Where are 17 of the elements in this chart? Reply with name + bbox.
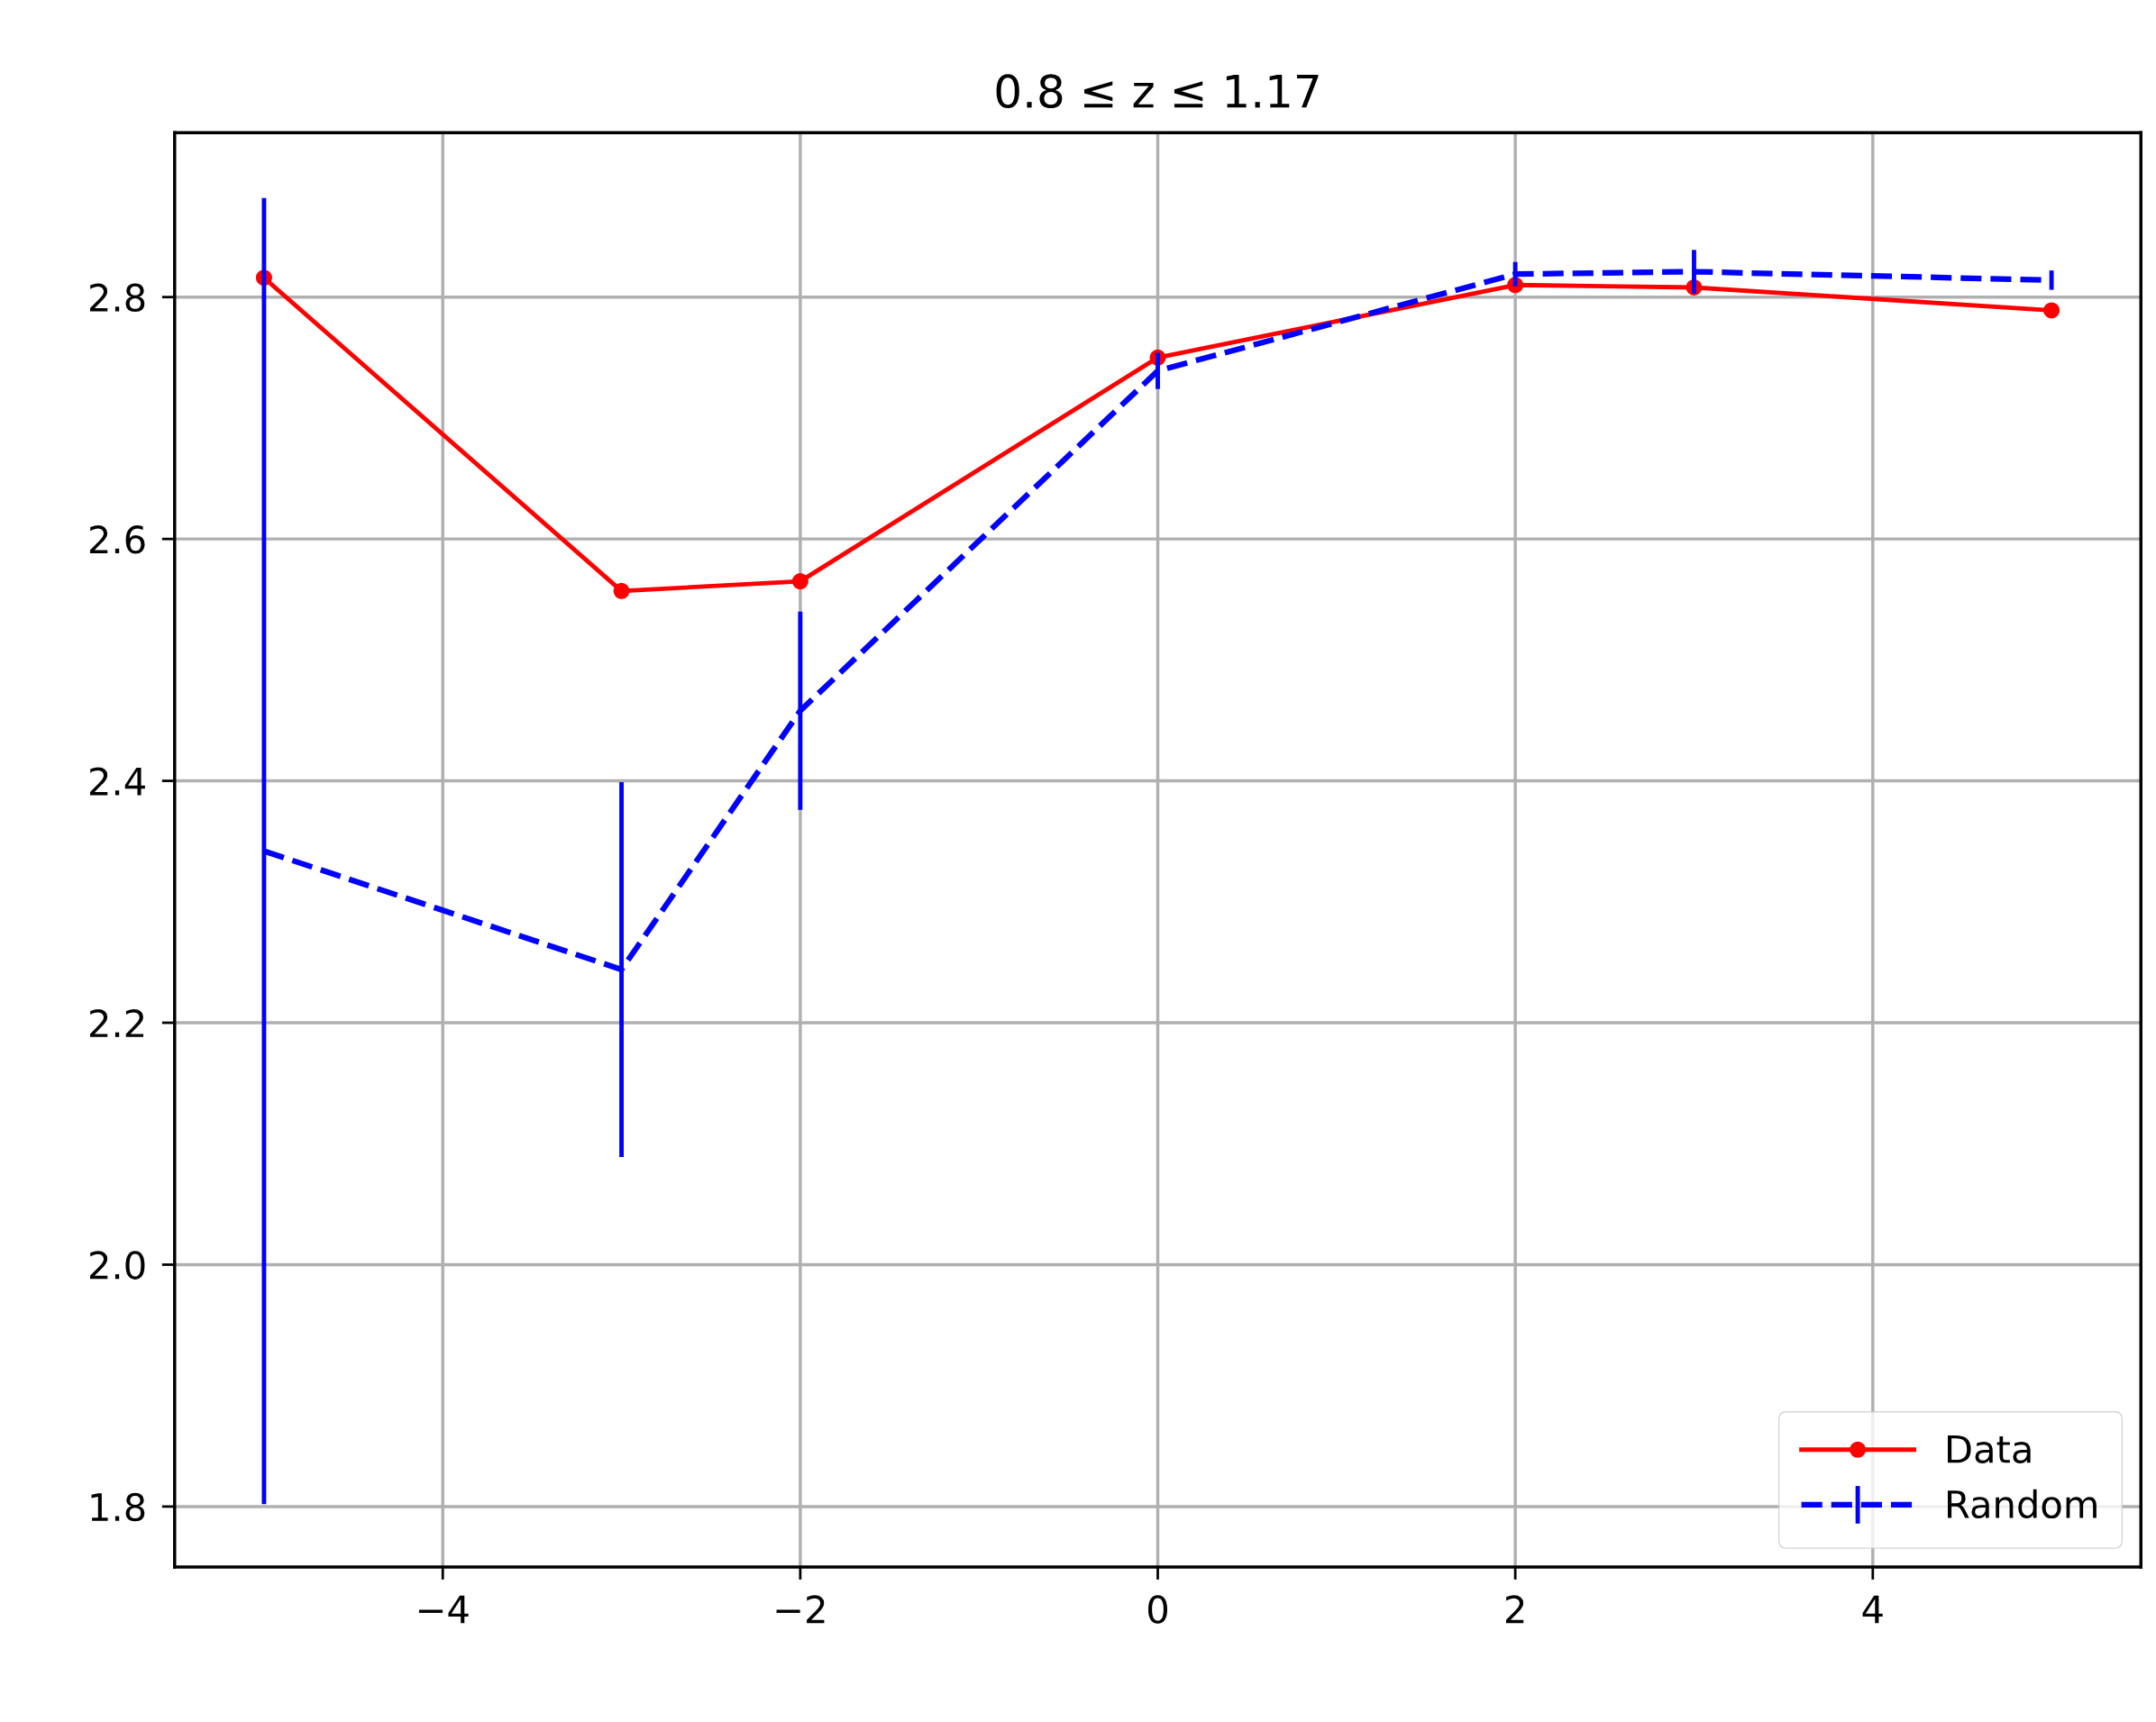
legend-label: Data <box>1948 1435 2031 1463</box>
y-tick-label: 1.8 <box>91 1492 145 1522</box>
y-tick-label: 2.6 <box>89 525 145 554</box>
x-tick-label: 0 <box>1148 1595 1167 1624</box>
y-tick-label: 2.8 <box>89 283 145 313</box>
chart-title: 0.8 ≤ z ≤ 1.17 <box>996 74 1319 109</box>
y-tick-label: 2.0 <box>89 1251 145 1280</box>
legend-label: Random <box>1948 1489 2097 1519</box>
x-tick-label: 4 <box>1862 1595 1883 1624</box>
x-tick-label: 2 <box>1505 1595 1524 1624</box>
point <box>791 573 808 590</box>
y-tick-label: 2.4 <box>89 767 145 796</box>
y-tick-label: 2.2 <box>89 1008 144 1037</box>
x-tick-label: −4 <box>418 1595 469 1624</box>
x-tick-label: −2 <box>776 1595 825 1624</box>
point <box>2043 302 2060 319</box>
point <box>613 582 630 599</box>
